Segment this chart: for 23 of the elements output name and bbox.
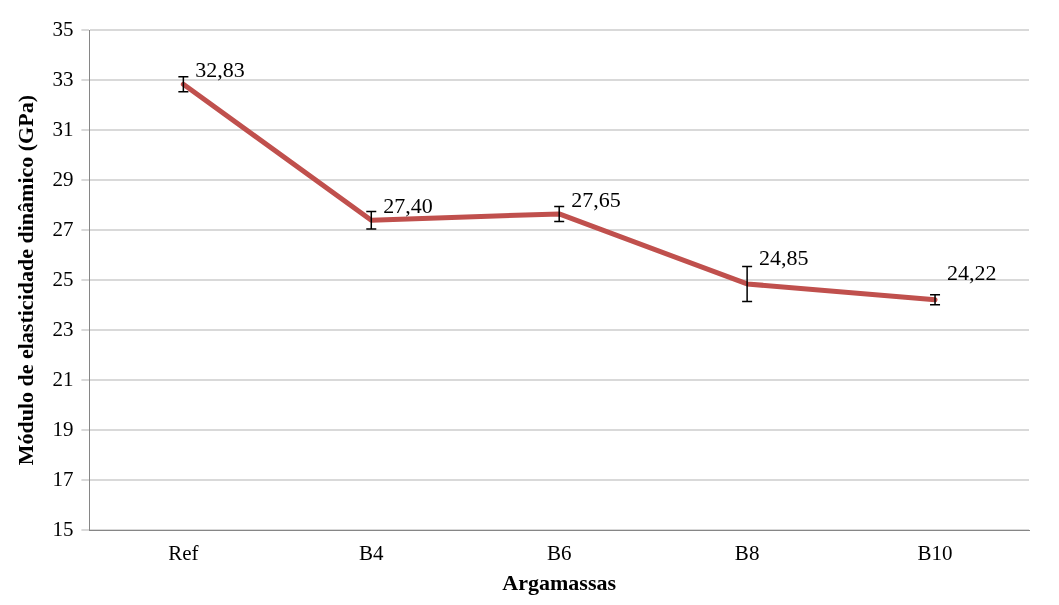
y-tick-label: 21 — [52, 366, 74, 391]
y-tick-label: 23 — [52, 316, 74, 341]
y-tick-label: 33 — [52, 66, 74, 91]
data-label: 24,22 — [947, 260, 997, 286]
y-tick-label: 25 — [52, 266, 74, 291]
data-label: 32,83 — [195, 57, 245, 83]
y-tick-label: 27 — [52, 216, 74, 241]
y-tick-label: 29 — [52, 166, 74, 191]
y-tick-label: 15 — [52, 516, 74, 541]
y-tick-label: 19 — [52, 416, 74, 441]
y-tick-label: 31 — [52, 116, 74, 141]
data-label: 27,40 — [383, 192, 433, 218]
y-axis-title: Módulo de elasticidade dinâmico (GPa) — [12, 95, 38, 466]
x-tick-label: B10 — [917, 540, 953, 565]
x-tick-label: B6 — [546, 540, 572, 565]
data-label: 27,65 — [571, 186, 621, 212]
x-axis-title: Argamassas — [502, 570, 617, 596]
y-tick-label: 35 — [52, 16, 74, 41]
x-tick-label: B4 — [359, 540, 385, 565]
x-tick-label: Ref — [168, 540, 199, 565]
x-tick-label: B8 — [734, 540, 760, 565]
data-label: 24,85 — [759, 244, 809, 270]
y-tick-label: 17 — [52, 466, 74, 491]
